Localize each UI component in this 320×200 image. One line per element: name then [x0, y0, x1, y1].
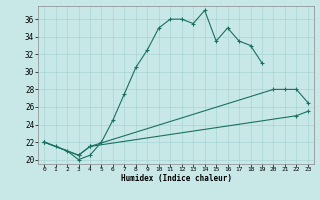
X-axis label: Humidex (Indice chaleur): Humidex (Indice chaleur): [121, 174, 231, 183]
